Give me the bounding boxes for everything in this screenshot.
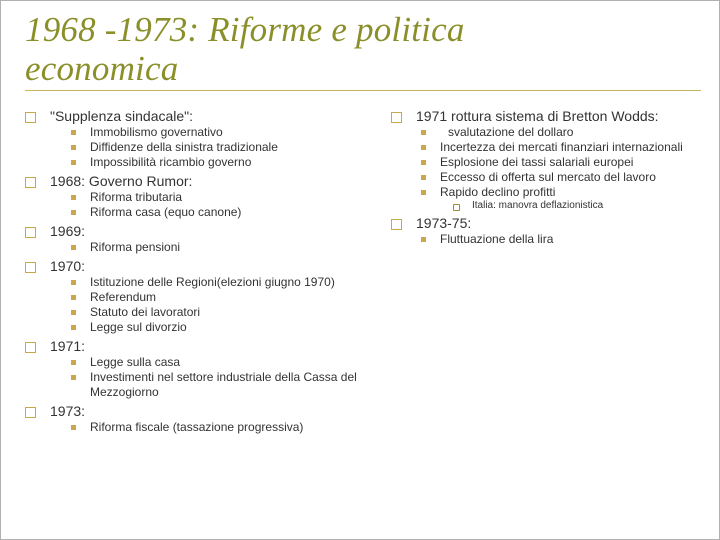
heading-supplenza: "Supplenza sindacale":: [25, 108, 377, 124]
heading-1971: 1971:: [25, 338, 377, 354]
title-underline: [25, 90, 701, 91]
hollow-bullet-icon: [453, 204, 460, 211]
list-item: Eccesso di offerta sul mercato del lavor…: [421, 170, 691, 185]
list-item: Statuto dei lavoratori: [71, 305, 377, 320]
square-bullet-icon: [25, 342, 36, 353]
slide-title: 1968 -1973: Riforme e politica economica: [25, 11, 701, 88]
content-columns: "Supplenza sindacale": Immobilismo gover…: [25, 105, 701, 435]
list-item: Impossibilità ricambio governo: [71, 155, 377, 170]
list-item: Riforma tributaria: [71, 190, 377, 205]
heading-bretton: 1971 rottura sistema di Bretton Wodds:: [391, 108, 691, 124]
bullet-icon: [421, 130, 426, 135]
bullet-icon: [71, 425, 76, 430]
list-item: Investimenti nel settore industriale del…: [71, 370, 377, 400]
list-item: Referendum: [71, 290, 377, 305]
bullet-icon: [71, 310, 76, 315]
list-item: svalutazione del dollaro: [421, 125, 691, 140]
list-item: Riforma casa (equo canone): [71, 205, 377, 220]
heading-1968: 1968: Governo Rumor:: [25, 173, 377, 189]
bullet-icon: [71, 210, 76, 215]
left-column: "Supplenza sindacale": Immobilismo gover…: [25, 105, 377, 435]
heading-1969: 1969:: [25, 223, 377, 239]
title-line1: 1968 -1973: Riforme e politica: [25, 10, 465, 49]
list-item: Esplosione dei tassi salariali europei: [421, 155, 691, 170]
list-item: Immobilismo governativo: [71, 125, 377, 140]
square-bullet-icon: [25, 407, 36, 418]
bullet-icon: [71, 295, 76, 300]
square-bullet-icon: [25, 112, 36, 123]
bullet-icon: [71, 160, 76, 165]
square-bullet-icon: [25, 177, 36, 188]
bullet-icon: [71, 245, 76, 250]
square-bullet-icon: [25, 262, 36, 273]
bullet-icon: [71, 280, 76, 285]
bullet-icon: [421, 237, 426, 242]
bullet-icon: [71, 130, 76, 135]
square-bullet-icon: [25, 227, 36, 238]
right-column: 1971 rottura sistema di Bretton Wodds: s…: [391, 105, 691, 435]
list-item: Diffidenze della sinistra tradizionale: [71, 140, 377, 155]
bullet-icon: [71, 375, 76, 380]
list-item: Legge sulla casa: [71, 355, 377, 370]
heading-1970: 1970:: [25, 258, 377, 274]
heading-1973: 1973:: [25, 403, 377, 419]
list-item: Incertezza dei mercati finanziari intern…: [421, 140, 691, 155]
list-item: Riforma fiscale (tassazione progressiva): [71, 420, 377, 435]
bullet-icon: [71, 360, 76, 365]
title-line2: economica: [25, 49, 178, 88]
bullet-icon: [421, 145, 426, 150]
slide-frame: 1968 -1973: Riforme e politica economica…: [0, 0, 720, 540]
list-item: Riforma pensioni: [71, 240, 377, 255]
bullet-icon: [421, 190, 426, 195]
sub-list-item: Italia: manovra deflazionistica: [453, 200, 691, 212]
bullet-icon: [421, 175, 426, 180]
bullet-icon: [71, 195, 76, 200]
list-item: Rapido declino profitti: [421, 185, 691, 200]
square-bullet-icon: [391, 112, 402, 123]
bullet-icon: [421, 160, 426, 165]
list-item: Legge sul divorzio: [71, 320, 377, 335]
list-item: Fluttuazione della lira: [421, 232, 691, 247]
bullet-icon: [71, 325, 76, 330]
heading-1973-75: 1973-75:: [391, 215, 691, 231]
bullet-icon: [71, 145, 76, 150]
square-bullet-icon: [391, 219, 402, 230]
list-item: Istituzione delle Regioni(elezioni giugn…: [71, 275, 377, 290]
